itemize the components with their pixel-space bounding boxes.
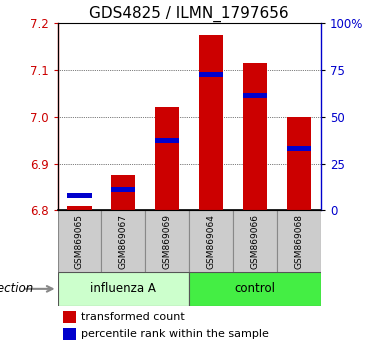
Bar (58, 211, 101, 272)
Bar (277, 211, 321, 272)
Bar (287, 146, 311, 151)
Text: GSM869065: GSM869065 (75, 213, 84, 269)
Text: influenza A: influenza A (91, 282, 156, 295)
Text: GSM869066: GSM869066 (250, 213, 260, 269)
Bar (155, 138, 179, 143)
Text: control: control (234, 282, 276, 295)
Bar (155, 107, 179, 211)
Text: percentile rank within the sample: percentile rank within the sample (81, 329, 269, 339)
Bar (199, 72, 223, 77)
Bar (243, 93, 267, 98)
Text: GSM869068: GSM869068 (295, 213, 303, 269)
Text: GSM869064: GSM869064 (207, 214, 216, 269)
Bar (68, 206, 92, 211)
Bar (287, 117, 311, 211)
Bar (101, 211, 145, 272)
Text: GSM869067: GSM869067 (119, 213, 128, 269)
Bar (233, 211, 277, 272)
Bar (145, 211, 189, 272)
Bar (199, 35, 223, 211)
Bar (111, 175, 135, 211)
Bar (243, 63, 267, 211)
Bar (58, 272, 189, 306)
Text: transformed count: transformed count (81, 312, 185, 322)
Bar (63, 328, 76, 339)
Text: infection: infection (0, 282, 34, 295)
Bar (63, 311, 76, 323)
Bar (189, 211, 233, 272)
Bar (111, 187, 135, 192)
Title: GDS4825 / ILMN_1797656: GDS4825 / ILMN_1797656 (89, 5, 289, 22)
Text: GSM869069: GSM869069 (163, 213, 172, 269)
Bar (189, 272, 321, 306)
Bar (68, 193, 92, 198)
